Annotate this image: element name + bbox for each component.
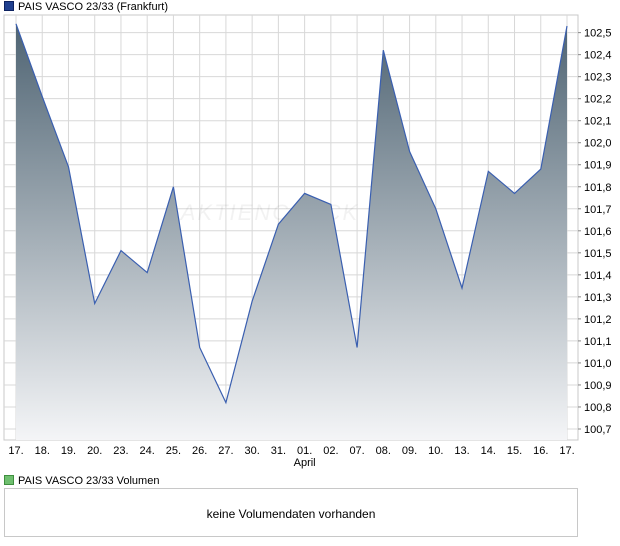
x-tick-label: 20.	[87, 445, 102, 457]
x-tick-label: 09.	[402, 445, 417, 457]
x-tick-label: 24.	[140, 445, 155, 457]
x-tick-label: 25.	[166, 445, 181, 457]
x-tick-label: 23.	[113, 445, 128, 457]
legend-volume-label: PAIS VASCO 23/33 Volumen	[18, 475, 160, 487]
y-tick-label: 101,2	[584, 314, 612, 326]
legend-volume: PAIS VASCO 23/33 Volumen	[4, 474, 159, 488]
y-tick-label: 102,2	[584, 94, 612, 106]
legend-main: PAIS VASCO 23/33 (Frankfurt)	[4, 0, 168, 14]
price-line	[15, 23, 568, 405]
x-month-label: April	[294, 457, 316, 469]
x-tick-label: 01.	[297, 445, 312, 457]
x-tick-label: 30.	[244, 445, 259, 457]
x-tick-label: 17.	[559, 445, 574, 457]
volume-empty-message: keine Volumendaten vorhanden	[206, 507, 376, 521]
y-tick-label: 101,0	[584, 358, 612, 370]
x-tick-label: 19.	[61, 445, 76, 457]
y-tick-label: 102,5	[584, 28, 612, 40]
legend-main-label: PAIS VASCO 23/33 (Frankfurt)	[18, 1, 168, 13]
price-chart: AKTIENCHECK 102,5102,4102,3102,2102,1102…	[3, 14, 612, 469]
y-tick-label: 100,8	[584, 402, 612, 414]
legend-main-swatch	[4, 1, 14, 12]
legend-volume-swatch	[4, 475, 14, 486]
y-tick-label: 101,3	[584, 292, 612, 304]
y-tick-label: 101,7	[584, 204, 612, 216]
volume-panel: keine Volumendaten vorhanden	[4, 488, 578, 537]
x-tick-label: 13.	[454, 445, 469, 457]
y-tick-label: 102,3	[584, 72, 612, 84]
y-tick-label: 101,9	[584, 160, 612, 172]
x-tick-label: 15.	[507, 445, 522, 457]
y-tick-label: 101,6	[584, 226, 612, 238]
y-tick-label: 100,9	[584, 380, 612, 392]
y-tick-label: 101,1	[584, 336, 612, 348]
x-tick-label: 02.	[323, 445, 338, 457]
x-axis-ticks: 17. 18. 19. 20. 23. 24. 25. 26. 27. 30. 31. 01. 02. 0…	[8, 445, 574, 469]
y-tick-label: 102,1	[584, 116, 612, 128]
y-tick-label: 100,7	[584, 424, 612, 436]
x-tick-label: 07.	[349, 445, 364, 457]
x-tick-label: 16.	[533, 445, 548, 457]
y-tick-label: 101,4	[584, 270, 612, 282]
x-tick-label: 18.	[35, 445, 50, 457]
x-tick-label: 17.	[8, 445, 23, 457]
y-axis-ticks: 102,5 102,4 102,3 102,2 102,1 102,0 101,9 101,8…	[578, 28, 612, 436]
price-area	[16, 23, 567, 441]
x-tick-label: 26.	[192, 445, 207, 457]
y-tick-label: 101,8	[584, 182, 612, 194]
y-tick-label: 101,5	[584, 248, 612, 260]
x-tick-label: 31.	[271, 445, 286, 457]
x-tick-label: 08.	[376, 445, 391, 457]
x-tick-label: 10.	[428, 445, 443, 457]
y-tick-label: 102,0	[584, 138, 612, 150]
x-tick-label: 14.	[481, 445, 496, 457]
x-tick-label: 27.	[218, 445, 233, 457]
y-tick-label: 102,4	[584, 50, 612, 62]
